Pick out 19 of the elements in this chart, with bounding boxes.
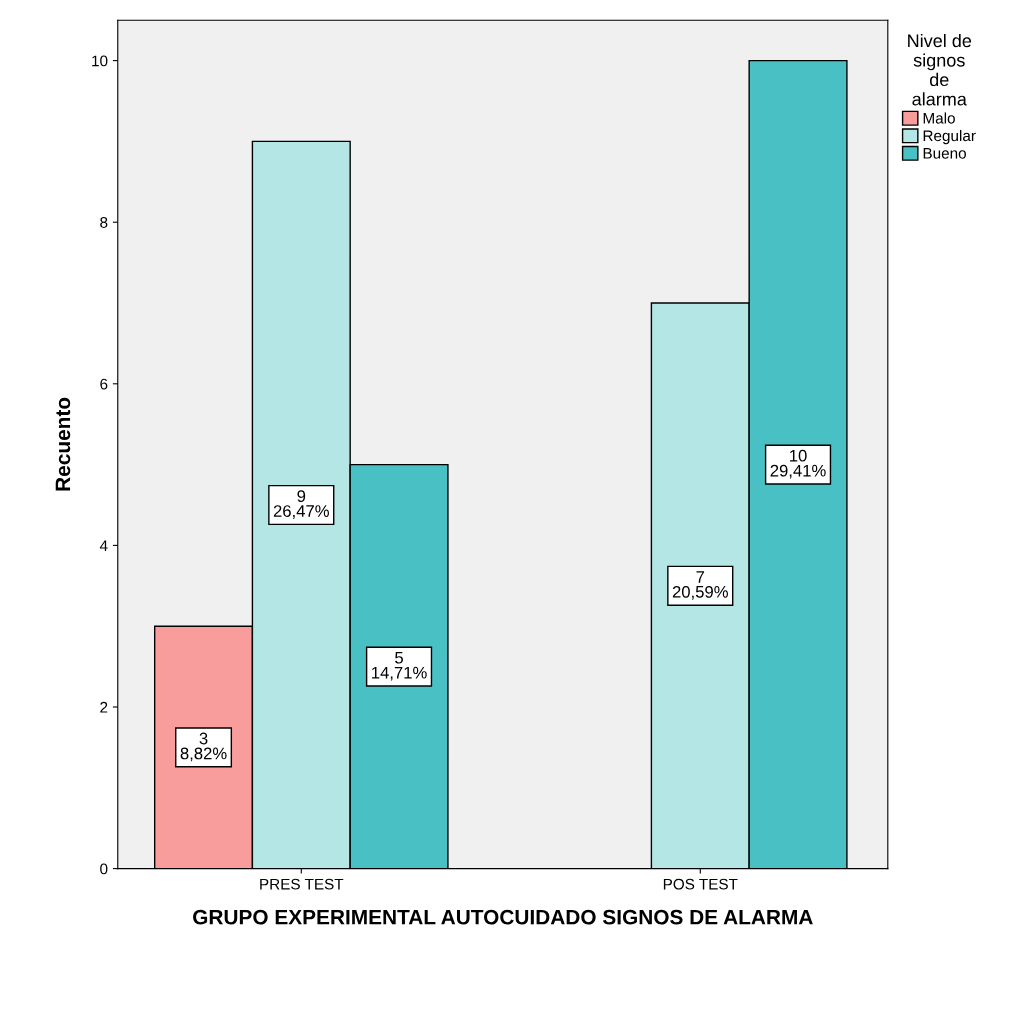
y-tick-label: 0 — [100, 863, 108, 875]
data-label: 5 14,71% — [372, 651, 427, 681]
legend-label: Bueno — [923, 148, 966, 159]
data-label: 9 26,47% — [273, 490, 329, 519]
y-tick-label: 4 — [99, 540, 108, 551]
x-tick-label: PRES TEST — [260, 878, 344, 890]
y-tick-label: 2 — [100, 701, 108, 713]
x-tick-label: POS TEST — [663, 878, 738, 890]
y-axis-title: Recuento — [55, 397, 71, 491]
y-tick-label: 10 — [92, 55, 108, 67]
legend-title: Nivel de signos de alarma — [908, 33, 972, 106]
y-tick-label: 8 — [100, 217, 108, 228]
y-tick-label: 6 — [100, 378, 108, 390]
data-label: 7 20,59% — [672, 571, 728, 600]
data-label: 10 29,41% — [770, 449, 826, 479]
data-label: 3 8,82% — [180, 732, 227, 762]
legend-label: Regular — [923, 129, 976, 145]
legend-label: Malo — [923, 112, 955, 124]
x-axis-title: GRUPO EXPERIMENTAL AUTOCUIDADO SIGNOS DE ALARMA — [193, 909, 813, 925]
